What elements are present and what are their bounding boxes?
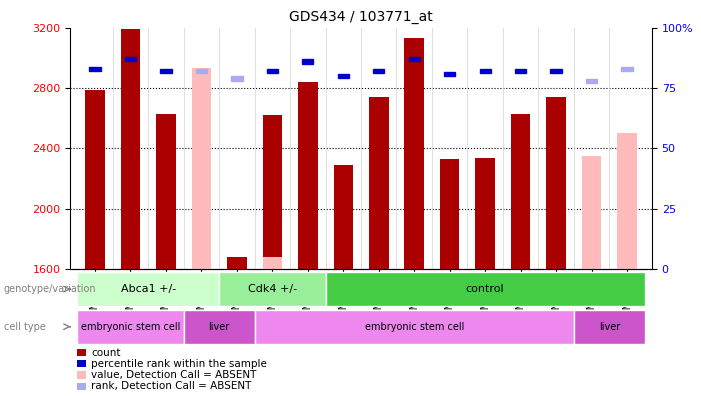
Text: embryonic stem cell: embryonic stem cell: [81, 322, 180, 332]
Text: genotype/variation: genotype/variation: [4, 284, 96, 294]
Bar: [515, 69, 526, 73]
Text: cell type: cell type: [4, 322, 46, 332]
Bar: [404, 38, 424, 269]
Text: embryonic stem cell: embryonic stem cell: [365, 322, 464, 332]
Bar: [266, 69, 278, 73]
Text: count: count: [91, 348, 121, 358]
Bar: [254, 310, 574, 344]
Bar: [191, 69, 211, 269]
Bar: [227, 257, 247, 269]
Text: percentile rank within the sample: percentile rank within the sample: [91, 359, 267, 369]
Bar: [219, 272, 325, 306]
Bar: [231, 76, 243, 80]
Text: rank, Detection Call = ABSENT: rank, Detection Call = ABSENT: [91, 381, 252, 391]
Bar: [156, 114, 176, 269]
Bar: [334, 165, 353, 269]
Text: liver: liver: [208, 322, 230, 332]
Bar: [302, 59, 313, 64]
Bar: [77, 310, 184, 344]
Bar: [546, 97, 566, 269]
Bar: [161, 69, 172, 73]
Bar: [550, 69, 562, 73]
Bar: [621, 67, 633, 71]
Bar: [373, 69, 384, 73]
Text: control: control: [466, 284, 505, 294]
Bar: [89, 67, 101, 71]
Bar: [77, 272, 219, 306]
Bar: [325, 272, 645, 306]
Title: GDS434 / 103771_at: GDS434 / 103771_at: [289, 10, 433, 24]
Bar: [586, 79, 597, 83]
Bar: [125, 57, 136, 61]
Bar: [338, 74, 349, 78]
Bar: [440, 159, 459, 269]
Bar: [511, 114, 531, 269]
Bar: [409, 57, 420, 61]
Bar: [86, 89, 104, 269]
Bar: [475, 158, 495, 269]
Text: liver: liver: [599, 322, 620, 332]
Bar: [196, 69, 207, 73]
Bar: [263, 257, 282, 269]
Bar: [184, 310, 254, 344]
Bar: [263, 115, 282, 269]
Bar: [582, 156, 601, 269]
Bar: [369, 97, 388, 269]
Bar: [574, 310, 645, 344]
Bar: [121, 29, 140, 269]
Text: Abca1 +/-: Abca1 +/-: [121, 284, 176, 294]
Text: Cdk4 +/-: Cdk4 +/-: [247, 284, 297, 294]
Bar: [444, 72, 456, 76]
Text: value, Detection Call = ABSENT: value, Detection Call = ABSENT: [91, 370, 257, 380]
Bar: [298, 82, 318, 269]
Bar: [479, 69, 491, 73]
Bar: [618, 133, 637, 269]
